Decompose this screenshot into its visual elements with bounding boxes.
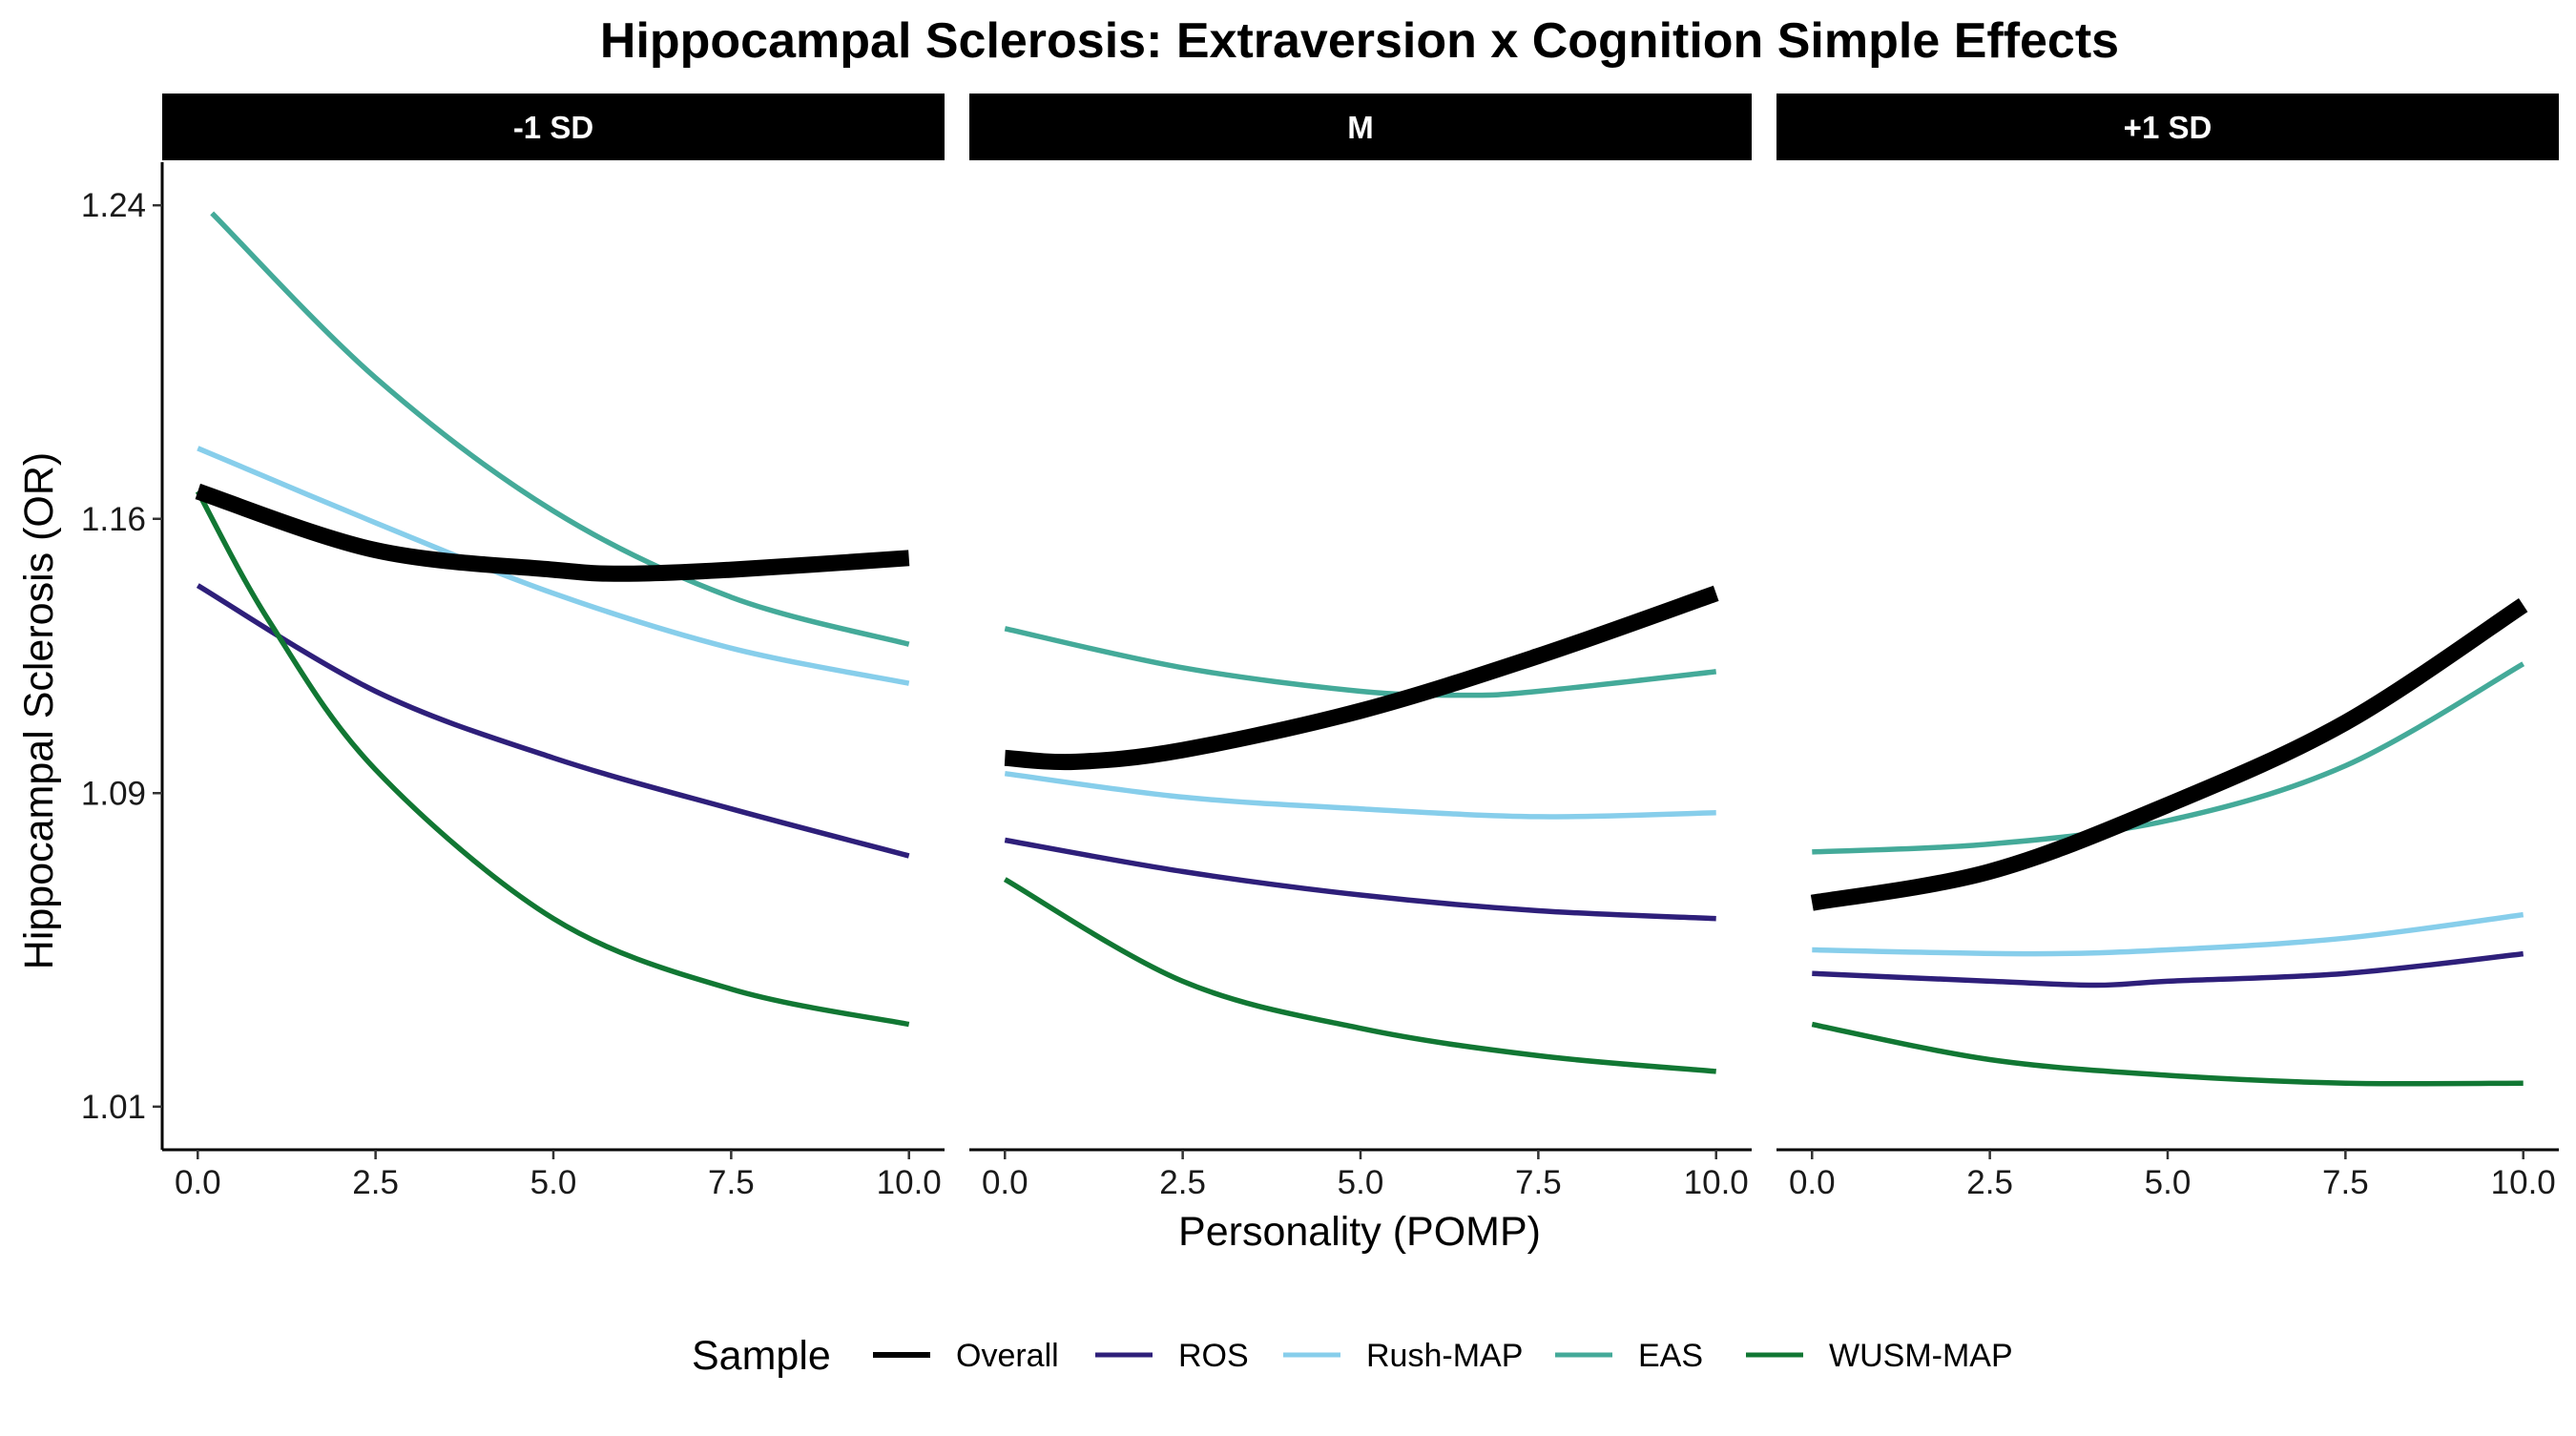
y-tick-label: 1.01 (81, 1089, 146, 1126)
legend-title: Sample (692, 1333, 831, 1379)
x-tick-label: 2.5 (1159, 1164, 1206, 1201)
legend-item: Rush-MAP (1283, 1338, 1523, 1374)
panels-layer: -1 SD 0.0 2.5 5.0 7.5 10.0 1.01 1.09 1.16 1.24 M 0.… (81, 94, 2559, 1201)
facet-panel-2: +1 SD 0.0 2.5 5.0 7.5 10.0 (1776, 94, 2559, 1201)
y-tick-label: 1.16 (81, 501, 146, 538)
facet-strip (969, 94, 1752, 160)
x-tick-label: 5.0 (530, 1164, 577, 1201)
series-line-wusm-map (1003, 877, 1716, 1074)
x-tick-label: 2.5 (1966, 1164, 2013, 1201)
legend-item: EAS (1555, 1338, 1703, 1374)
series-line-rush-map (1812, 911, 2524, 957)
x-tick-label: 10.0 (2491, 1164, 2556, 1201)
y-axis-title: Hippocampal Sclerosis (OR) (16, 452, 62, 969)
x-tick-label: 0.0 (982, 1164, 1028, 1201)
x-tick-label: 7.5 (708, 1164, 755, 1201)
legend-item: ROS (1095, 1338, 1249, 1374)
x-tick-label: 0.0 (175, 1164, 221, 1201)
x-tick-label: 0.0 (1789, 1164, 1836, 1201)
facet-strip (162, 94, 945, 160)
x-tick-label: 7.5 (1515, 1164, 1562, 1201)
facet-strip (1776, 94, 2559, 160)
x-tick-label: 5.0 (1338, 1164, 1384, 1201)
series-line-ros (1004, 837, 1716, 922)
series-line-overall (1810, 598, 2528, 911)
series-line-eas (210, 211, 910, 647)
facet-strip-label: M (1347, 110, 1374, 145)
series-line-overall (1004, 585, 1719, 771)
y-tick-label: 1.09 (81, 775, 146, 812)
x-tick-label: 7.5 (2322, 1164, 2369, 1201)
x-tick-label: 10.0 (1684, 1164, 1749, 1201)
x-tick-label: 10.0 (877, 1164, 942, 1201)
facet-strip-label: -1 SD (513, 110, 593, 145)
series-line-wusm-map (195, 489, 910, 1028)
legend-item: WUSM-MAP (1746, 1338, 2013, 1374)
legend-label: ROS (1178, 1338, 1249, 1374)
legend: Sample Overall ROS Rush-MAP EAS WUSM-MAP (692, 1333, 2013, 1379)
legend-item: Overall (873, 1338, 1059, 1374)
chart-title: Hippocampal Sclerosis: Extraversion x Co… (600, 13, 2119, 69)
facet-panel-0: -1 SD 0.0 2.5 5.0 7.5 10.0 1.01 1.09 1.16 1.24 (81, 94, 945, 1201)
series-line-ros (1812, 950, 2524, 989)
facet-panel-1: M 0.0 2.5 5.0 7.5 10.0 (969, 94, 1752, 1201)
legend-label: Rush-MAP (1366, 1338, 1523, 1374)
series-line-eas (1812, 661, 2525, 855)
series-line-rush-map (1004, 770, 1716, 820)
facet-strip-label: +1 SD (2124, 110, 2212, 145)
y-tick-label: 1.24 (81, 187, 146, 224)
x-tick-label: 5.0 (2145, 1164, 2192, 1201)
x-tick-label: 2.5 (352, 1164, 399, 1201)
series-line-overall (195, 483, 910, 582)
legend-label: EAS (1638, 1338, 1703, 1374)
series-line-ros (196, 583, 910, 859)
series-line-wusm-map (1811, 1021, 2524, 1087)
legend-label: WUSM-MAP (1829, 1338, 2013, 1374)
x-axis-title: Personality (POMP) (1178, 1209, 1541, 1255)
series-line-rush-map (197, 446, 910, 686)
legend-label: Overall (956, 1338, 1059, 1374)
